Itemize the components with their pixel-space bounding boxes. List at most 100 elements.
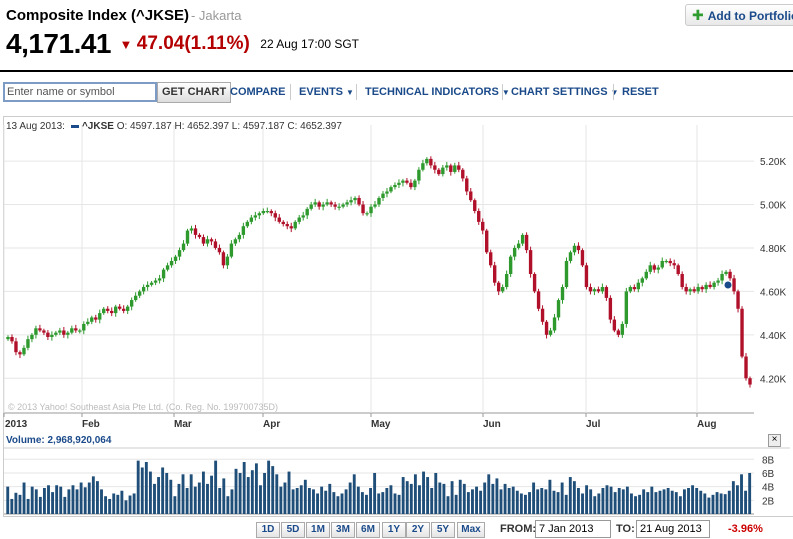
candle-body <box>596 289 601 292</box>
candle-body <box>265 211 269 213</box>
volume-bar <box>295 488 299 514</box>
candle-body <box>129 300 134 307</box>
price-tick-label: 5.20K <box>760 157 786 168</box>
candle-body <box>149 282 154 285</box>
volume-bar <box>214 460 218 514</box>
candle-body <box>201 237 206 244</box>
volume-bar <box>291 489 295 514</box>
volume-y-axis: 2B 4B 6B 8B <box>762 455 775 507</box>
candle-body <box>385 191 389 194</box>
range-button-5y[interactable]: 5Y <box>431 522 455 538</box>
page-title: Composite Index (^JKSE) - Jakarta <box>6 7 242 24</box>
volume-bar <box>112 493 116 514</box>
candle-body <box>145 284 150 288</box>
candle-body <box>628 287 633 292</box>
candle-body <box>744 356 748 379</box>
volume-bar <box>503 483 507 514</box>
compare-button[interactable]: COMPARE <box>230 86 286 98</box>
volume-bar <box>287 471 291 514</box>
candle-body <box>704 284 708 290</box>
volume-bar <box>552 490 556 514</box>
candle-body <box>696 287 700 292</box>
volume-bar <box>438 482 442 514</box>
quote-timestamp: 22 Aug 17:00 SGT <box>260 37 360 51</box>
technical-indicators-menu[interactable]: TECHNICAL INDICATORS ▼ <box>365 86 510 98</box>
volume-bar <box>727 490 731 514</box>
candle-body <box>516 243 521 248</box>
plus-icon: ✚ <box>692 7 704 23</box>
candle-body <box>317 202 321 207</box>
date-x-axis: 2013 Feb Mar Apr May Jun Jul Aug <box>3 413 716 430</box>
candle-body <box>401 180 405 183</box>
volume-bar <box>581 493 584 514</box>
close-volume-icon[interactable]: × <box>768 434 781 447</box>
add-to-portfolio-label: Add to Portfolio <box>707 9 793 23</box>
symbol-search-input[interactable] <box>3 82 157 102</box>
candle-body <box>512 247 517 257</box>
reset-button[interactable]: RESET <box>622 86 659 98</box>
candle-body <box>209 239 214 242</box>
event-marker[interactable] <box>724 281 732 289</box>
candle-body <box>536 291 541 309</box>
candle-body <box>185 230 190 244</box>
candle-body <box>86 321 90 324</box>
range-button-1m[interactable]: 1M <box>306 522 330 538</box>
chart-settings-menu[interactable]: CHART SETTINGS ▼ <box>511 86 618 98</box>
candle-body <box>54 332 58 335</box>
volume-bar <box>609 486 613 514</box>
volume-bar <box>405 481 409 514</box>
to-date-input[interactable]: 21 Aug 2013 <box>636 520 710 538</box>
volume-bar <box>328 483 332 514</box>
candle-body <box>22 347 26 355</box>
volume-bar <box>148 471 152 514</box>
volume-bar <box>662 489 666 514</box>
volume-bar <box>59 486 63 514</box>
candle-body <box>361 204 365 214</box>
candle-body <box>441 167 445 175</box>
candle-body <box>297 217 301 222</box>
volume-bar <box>524 494 527 514</box>
candle-body <box>469 191 473 201</box>
get-chart-button[interactable]: GET CHART <box>157 82 232 103</box>
candle-body <box>46 332 50 337</box>
date-tick-label: Jun <box>483 419 501 430</box>
price-grid <box>3 125 754 414</box>
volume-bar <box>234 468 238 514</box>
candle-body <box>620 323 625 335</box>
range-button-max[interactable]: Max <box>457 522 485 538</box>
events-menu[interactable]: EVENTS ▼ <box>299 86 354 98</box>
volume-bar <box>75 489 79 514</box>
range-button-3m[interactable]: 3M <box>331 522 355 538</box>
candle-body <box>337 206 341 208</box>
candle-body <box>608 297 613 320</box>
range-button-1d[interactable]: 1D <box>256 522 280 538</box>
range-button-6m[interactable]: 6M <box>356 522 380 538</box>
volume-bar <box>495 478 499 514</box>
from-date-input[interactable]: 7 Jan 2013 <box>535 520 611 538</box>
candle-body <box>560 287 565 301</box>
candle-body <box>6 336 10 340</box>
volume-bar <box>731 481 735 514</box>
candle-body <box>26 339 30 348</box>
volume-bar <box>299 485 303 514</box>
range-button-2y[interactable]: 2Y <box>406 522 430 538</box>
candle-body <box>564 260 569 288</box>
volume-bar <box>687 488 690 514</box>
range-button-1y[interactable]: 1Y <box>382 522 406 538</box>
candle-body <box>273 213 277 218</box>
range-button-5d[interactable]: 5D <box>281 522 305 538</box>
candle-body <box>106 308 110 311</box>
volume-bar <box>275 474 279 514</box>
volume-bar <box>201 471 205 514</box>
candle-body <box>708 284 712 288</box>
candle-body <box>489 252 493 266</box>
add-to-portfolio-button[interactable]: ✚ Add to Portfolio <box>685 4 793 26</box>
price-tick-label: 5.00K <box>760 201 786 212</box>
candle-body <box>321 204 325 207</box>
candle-body <box>393 184 397 188</box>
candle-body <box>568 252 573 261</box>
volume-bar <box>6 486 10 514</box>
price-tick-label: 4.40K <box>760 331 786 342</box>
candle-body <box>289 226 293 229</box>
